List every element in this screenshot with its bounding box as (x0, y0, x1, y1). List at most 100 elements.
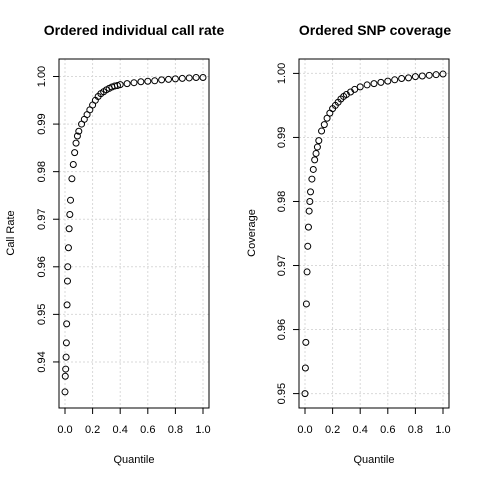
data-point (67, 196, 75, 204)
data-point (377, 78, 385, 86)
data-point (303, 268, 311, 276)
x-axis: 0.0 0.2 0.4 0.6 0.8 1.0 (57, 408, 211, 436)
y-tick-label: 0.96 (276, 319, 288, 340)
chart-title: Ordered SNP coverage (299, 22, 451, 38)
data-point (158, 76, 166, 84)
y-axis: 0.94 0.95 0.96 0.97 0.98 0.99 1.00 (36, 66, 59, 373)
data-point (308, 175, 316, 183)
y-tick-label: 0.98 (276, 191, 288, 212)
data-point (64, 244, 72, 252)
data-point (301, 390, 309, 398)
y-tick-label: 0.97 (276, 255, 288, 276)
data-point (315, 137, 323, 145)
data-point (311, 156, 319, 164)
data-point (178, 74, 186, 82)
data-point (61, 372, 69, 380)
data-point (68, 175, 76, 183)
data-point (130, 79, 138, 87)
data-point (307, 188, 315, 196)
data-point (363, 81, 371, 89)
data-point (116, 81, 124, 89)
y-tick-label: 0.99 (36, 113, 48, 134)
data-point (63, 320, 71, 328)
x-tick-label: 0.0 (57, 424, 72, 436)
x-tick-label: 1.0 (435, 424, 450, 436)
x-tick-label: 0.4 (113, 424, 128, 436)
data-point (418, 72, 426, 80)
grid (299, 59, 449, 408)
data-point (69, 161, 77, 169)
data-point (305, 207, 313, 215)
data-point (66, 210, 74, 218)
y-tick-label: 1.00 (276, 63, 288, 84)
x-tick-label: 1.0 (195, 424, 210, 436)
plot-frame (58, 58, 210, 409)
panel-call-rate: Ordered individual call rate 0.0 0.2 0.4 0.… (5, 22, 224, 466)
data-points (61, 73, 207, 396)
data-point (405, 74, 412, 82)
data-point (144, 77, 152, 85)
data-point (137, 78, 145, 86)
data-point (65, 225, 73, 233)
data-point (151, 77, 159, 85)
y-axis: 0.95 0.96 0.97 0.98 0.99 1.00 (276, 63, 299, 404)
data-point (192, 73, 200, 81)
data-point (312, 149, 320, 157)
data-point (165, 75, 172, 83)
x-axis: 0.0 0.2 0.4 0.6 0.8 1.0 (297, 408, 451, 436)
data-point (304, 242, 312, 250)
y-axis-label: Coverage (246, 209, 258, 257)
y-axis-label: Call Rate (5, 210, 17, 255)
data-point (370, 80, 378, 88)
x-tick-label: 0.8 (408, 424, 423, 436)
data-point (75, 127, 83, 135)
data-point (302, 338, 310, 346)
data-point (185, 74, 193, 82)
grid (59, 59, 209, 408)
x-tick-label: 0.6 (380, 424, 395, 436)
data-point (72, 139, 80, 147)
data-point (384, 77, 392, 85)
data-point (64, 263, 72, 271)
chart-title: Ordered individual call rate (44, 22, 225, 38)
data-point (62, 353, 70, 361)
data-point (306, 197, 314, 205)
data-point (309, 165, 317, 173)
data-point (71, 149, 79, 157)
panel-snp-coverage: Ordered SNP coverage 0.0 0.2 0.4 0.6 0.8 1.0 … (246, 22, 451, 466)
y-tick-label: 0.95 (276, 383, 288, 404)
data-point (411, 73, 419, 81)
data-point (351, 85, 359, 93)
data-point (63, 277, 71, 285)
data-point (171, 75, 179, 83)
data-point (391, 76, 399, 84)
y-tick-label: 0.97 (36, 209, 48, 230)
plot-frame (298, 58, 450, 409)
data-point (432, 71, 440, 79)
data-point (199, 73, 207, 81)
data-point (356, 83, 364, 91)
y-tick-label: 0.94 (36, 351, 48, 372)
data-point (123, 80, 131, 88)
x-tick-label: 0.6 (140, 424, 155, 436)
y-tick-label: 0.95 (36, 304, 48, 325)
y-tick-label: 0.96 (36, 256, 48, 277)
data-point (439, 70, 447, 78)
x-tick-label: 0.2 (325, 424, 340, 436)
y-tick-label: 1.00 (36, 66, 48, 87)
data-point (301, 364, 309, 372)
data-point (61, 388, 69, 396)
data-point (313, 143, 321, 151)
data-point (304, 223, 312, 231)
y-tick-label: 0.99 (276, 127, 288, 148)
data-point (73, 132, 81, 140)
data-point (62, 339, 70, 347)
data-point (320, 121, 328, 129)
x-tick-label: 0.0 (297, 424, 312, 436)
data-point (318, 127, 326, 135)
data-point (398, 75, 406, 83)
data-point (326, 109, 334, 117)
x-tick-label: 0.2 (85, 424, 100, 436)
x-axis-label: Quantile (114, 454, 155, 466)
